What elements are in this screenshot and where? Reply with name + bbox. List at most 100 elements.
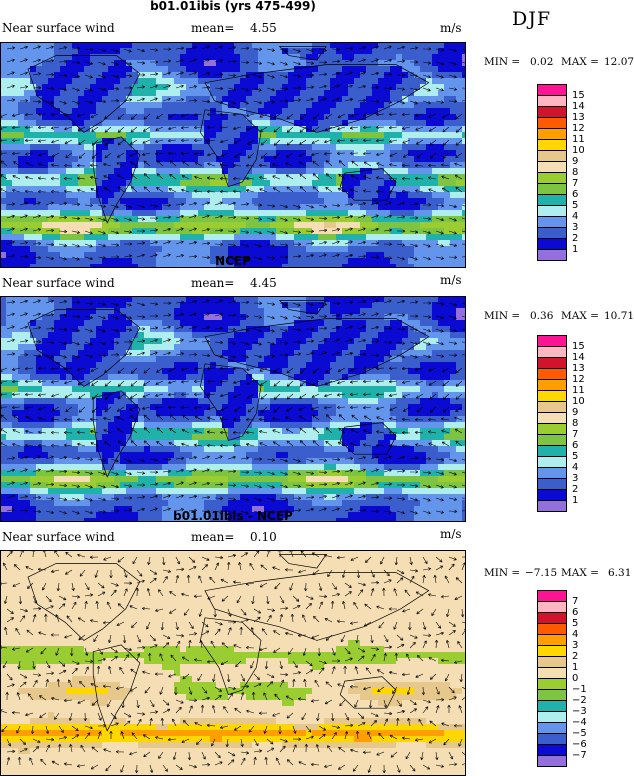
wind-arrow xyxy=(162,481,171,486)
wind-arrow xyxy=(102,684,112,689)
wind-arrow xyxy=(401,112,411,117)
wind-arrow xyxy=(149,634,156,642)
wind-arrow xyxy=(274,582,281,590)
wind-arrow xyxy=(104,393,112,400)
wind-arrow xyxy=(11,379,21,384)
wind-arrow xyxy=(240,230,249,234)
wind-arrow xyxy=(388,444,398,448)
wind-arrow xyxy=(146,621,151,630)
colorbar: 15 14 13 12 11 10 9 8 7 6 5 4 3 2 1 xyxy=(537,84,585,261)
wind-arrow xyxy=(286,139,294,146)
wind-arrow xyxy=(323,554,333,558)
wind-arrow xyxy=(455,126,463,133)
wind-arrow xyxy=(355,634,359,644)
wind-arrow xyxy=(131,621,138,628)
wind-arrow xyxy=(362,750,372,754)
wind-arrow xyxy=(63,176,73,181)
wind-arrow xyxy=(318,470,328,475)
wind-arrow xyxy=(266,204,276,208)
wind-arrow xyxy=(123,654,129,662)
wind-arrow xyxy=(362,125,372,130)
wind-arrow xyxy=(180,151,190,156)
wind-arrow xyxy=(84,497,93,502)
wind-arrow xyxy=(71,87,80,92)
wind-arrow xyxy=(71,725,79,732)
wind-arrow xyxy=(104,152,112,159)
wind-arrow xyxy=(406,653,411,662)
wind-arrow xyxy=(51,152,60,158)
wind-arrow xyxy=(117,186,125,193)
colorbar-swatch xyxy=(537,173,567,184)
colorbar-swatch xyxy=(537,756,567,767)
wind-arrow xyxy=(272,175,281,180)
wind-arrow xyxy=(116,416,125,421)
wind-arrow xyxy=(32,673,41,677)
wind-arrow xyxy=(304,743,308,753)
mean-value: 0.10 xyxy=(250,530,277,544)
wind-arrow xyxy=(409,300,419,304)
wind-arrow xyxy=(32,100,42,104)
wind-arrow xyxy=(227,201,236,206)
wind-arrow xyxy=(362,152,372,156)
wind-arrow xyxy=(414,738,424,742)
wind-arrow xyxy=(104,406,112,413)
wind-arrow xyxy=(77,126,86,131)
wind-arrow xyxy=(258,176,268,180)
wind-arrow xyxy=(201,339,211,344)
wind-arrow xyxy=(285,428,294,434)
wind-arrow xyxy=(188,254,198,259)
wind-arrow xyxy=(102,620,112,625)
wind-arrow xyxy=(143,186,151,193)
wind-arrow xyxy=(435,565,444,571)
wind-arrow xyxy=(401,163,411,168)
wind-arrow xyxy=(396,256,405,261)
wind-arrow xyxy=(130,126,138,133)
wind-arrow xyxy=(162,203,172,207)
wind-arrow xyxy=(194,429,203,434)
wind-arrow xyxy=(214,468,223,473)
wind-arrow xyxy=(448,484,457,489)
wind-arrow xyxy=(58,59,68,64)
colorbar-tick-label: 7 xyxy=(572,429,579,440)
wind-arrow xyxy=(351,160,359,167)
wind-arrow xyxy=(19,85,29,89)
wind-arrow xyxy=(258,430,268,434)
wind-arrow xyxy=(249,562,255,571)
wind-arrow xyxy=(448,315,457,320)
wind-arrow xyxy=(409,314,419,318)
wind-arrow xyxy=(403,152,411,158)
wind-arrow xyxy=(375,112,385,117)
wind-arrow xyxy=(292,671,301,675)
wind-arrow xyxy=(214,555,224,560)
wind-arrow xyxy=(97,61,106,66)
wind-arrow xyxy=(363,686,372,691)
wind-arrow xyxy=(175,468,184,473)
wind-arrow xyxy=(201,621,209,628)
colorbar-swatch xyxy=(537,723,567,734)
variable-label: Near surface wind xyxy=(2,21,115,35)
wind-arrow xyxy=(38,631,47,636)
colorbar-tick-label: 2 xyxy=(572,651,579,662)
wind-arrow xyxy=(6,508,15,512)
wind-arrow xyxy=(25,162,34,167)
wind-arrow xyxy=(91,746,99,753)
colorbar-swatch xyxy=(537,734,567,745)
wind-arrow xyxy=(58,456,68,460)
wind-arrow xyxy=(350,556,359,561)
colorbar-swatch xyxy=(537,380,567,391)
wind-arrow xyxy=(266,747,275,753)
wind-arrow xyxy=(149,228,159,232)
wind-arrow xyxy=(292,678,296,688)
wind-arrow xyxy=(154,151,164,156)
wind-arrow xyxy=(285,162,294,167)
wind-arrow xyxy=(422,556,428,565)
wind-arrow xyxy=(103,748,112,753)
wind-arrow xyxy=(90,429,99,434)
wind-arrow xyxy=(32,614,37,623)
wind-arrow xyxy=(448,353,458,357)
wind-arrow xyxy=(84,256,93,261)
wind-arrow xyxy=(45,242,55,247)
colorbar-swatch xyxy=(537,701,567,712)
wind-arrow xyxy=(169,428,177,434)
wind-arrow xyxy=(279,315,288,320)
